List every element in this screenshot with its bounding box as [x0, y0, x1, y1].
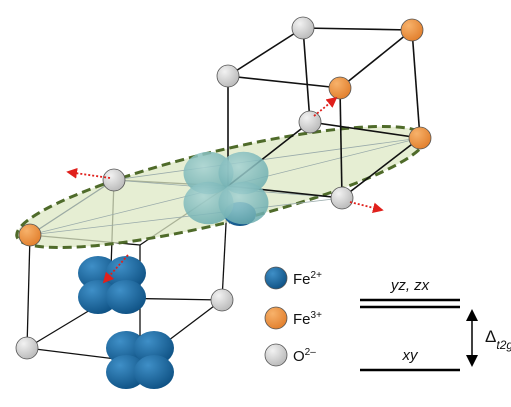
legend-label: Fe3+: [293, 310, 322, 328]
legend-charge: 2–: [305, 347, 317, 358]
bond: [228, 76, 340, 88]
orbital-lobe: [219, 182, 269, 225]
legend-symbol-marker: [265, 307, 287, 329]
atom: [211, 289, 233, 311]
displacement-arrow: [350, 202, 382, 210]
legend-symbol: O: [293, 348, 305, 365]
atom: [329, 77, 351, 99]
bond: [228, 28, 303, 76]
orbital-lobe: [106, 280, 146, 314]
structure: [8, 17, 433, 389]
legend-charge: 2+: [311, 270, 323, 281]
upper-level-label: yz, zx: [390, 277, 430, 294]
bond: [303, 28, 412, 30]
bond: [27, 235, 30, 348]
atom: [409, 127, 431, 149]
atom: [19, 224, 41, 246]
gap-subscript: t2g: [496, 338, 511, 352]
legend-charge: 3+: [311, 310, 323, 321]
legend-symbol: Fe: [293, 311, 311, 328]
lower-level-label: xy: [402, 347, 420, 364]
atom: [103, 169, 125, 191]
bond: [303, 28, 310, 122]
gap-symbol: Δ: [485, 327, 496, 346]
legend-symbol-marker: [265, 267, 287, 289]
legend: Fe2+ Fe3+ O2–: [265, 267, 322, 366]
bond: [340, 30, 412, 88]
atom: [217, 65, 239, 87]
energy-levels: yz, zx xy Δt2g: [360, 277, 511, 370]
legend-symbol-marker: [265, 344, 287, 366]
atom: [401, 19, 423, 41]
gap-label: Δt2g: [485, 327, 511, 352]
bond: [412, 30, 420, 138]
legend-symbol: Fe: [293, 271, 311, 288]
atom: [331, 187, 353, 209]
legend-label: Fe2+: [293, 270, 322, 288]
atom: [16, 337, 38, 359]
diagram: Fe2+ Fe3+ O2– yz, zx xy Δt2g: [0, 0, 511, 407]
atom: [299, 111, 321, 133]
atom: [292, 17, 314, 39]
legend-label: O2–: [293, 347, 316, 365]
orbital-lobe: [134, 355, 174, 389]
displacement-arrow: [314, 98, 336, 116]
